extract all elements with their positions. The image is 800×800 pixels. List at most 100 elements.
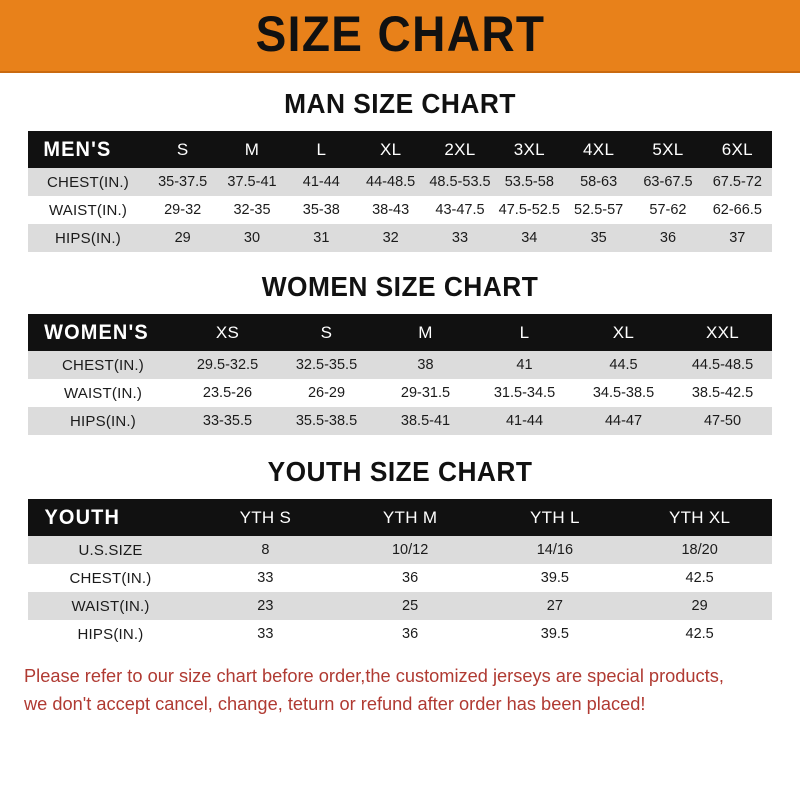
man-cell-0-1: 37.5-41 [227, 174, 277, 190]
section-title-women: WOMEN SIZE CHART [261, 271, 539, 302]
women-row-label-0: CHEST(IN.) [62, 356, 144, 374]
table-row: WAIST(IN.) 29-32 32-35 35-38 38-43 43-47… [28, 196, 772, 224]
youth-cell-1-3: 42.5 [685, 570, 714, 586]
man-cell-0-8: 67.5-72 [712, 174, 762, 190]
man-table-body: CHEST(IN.) 35-37.5 37.5-41 41-44 44-48.5… [28, 168, 772, 252]
youth-cell-2-0: 23 [257, 598, 274, 614]
women-size-chart-wrap: WOMEN'S XS S M L XL XXL CHEST(IN.) 29.5-… [28, 314, 772, 435]
youth-row-label-0: U.S.SIZE [78, 541, 143, 559]
youth-cell-1-1: 36 [402, 570, 419, 586]
youth-cell-2-2: 27 [546, 598, 563, 614]
women-header-row: WOMEN'S XS S M L XL XXL [28, 314, 772, 351]
man-cell-0-6: 58-63 [580, 174, 618, 190]
women-cell-2-0: 33-35.5 [202, 413, 253, 429]
table-row: HIPS(IN.) 33-35.5 35.5-38.5 38.5-41 41-4… [28, 407, 772, 435]
man-cell-2-2: 31 [313, 230, 330, 246]
section-title-youth: YOUTH SIZE CHART [267, 456, 533, 487]
women-size-header-0: XS [215, 322, 240, 342]
youth-cell-0-2: 14/16 [536, 542, 574, 558]
table-row: WAIST(IN.) 23 25 27 29 [28, 592, 772, 620]
man-cell-1-2: 35-38 [302, 202, 340, 218]
man-cell-1-3: 38-43 [372, 202, 410, 218]
man-cell-1-1: 32-35 [233, 202, 271, 218]
page-banner: SIZE CHART [0, 0, 800, 73]
women-size-header-2: M [418, 322, 433, 342]
women-cell-1-5: 38.5-42.5 [691, 385, 754, 401]
women-cell-0-0: 29.5-32.5 [196, 357, 259, 373]
man-table-head: MEN'S S M L XL 2XL 3XL 4XL 5XL 6XL [28, 131, 772, 168]
man-size-table: MEN'S S M L XL 2XL 3XL 4XL 5XL 6XL CHEST… [28, 131, 772, 252]
man-header-row: MEN'S S M L XL 2XL 3XL 4XL 5XL 6XL [28, 131, 772, 168]
women-cell-2-3: 41-44 [505, 413, 544, 429]
man-size-header-0: S [176, 139, 189, 159]
women-size-header-1: S [320, 322, 333, 342]
women-cell-1-3: 31.5-34.5 [493, 385, 556, 401]
youth-table-head: YOUTH YTH S YTH M YTH L YTH XL [28, 499, 772, 536]
man-size-header-8: 6XL [721, 139, 753, 159]
women-size-header-5: XXL [705, 322, 740, 342]
man-cell-2-0: 29 [174, 230, 191, 246]
youth-header-row: YOUTH YTH S YTH M YTH L YTH XL [28, 499, 772, 536]
youth-cell-1-2: 39.5 [540, 570, 569, 586]
youth-row-label-1: CHEST(IN.) [69, 569, 152, 587]
table-row: U.S.SIZE 8 10/12 14/16 18/20 [28, 536, 772, 564]
man-cell-1-6: 52.5-57 [574, 202, 624, 218]
man-cell-1-8: 62-66.5 [712, 202, 762, 218]
youth-size-chart-wrap: YOUTH YTH S YTH M YTH L YTH XL U.S.SIZE … [28, 499, 772, 648]
man-cell-2-1: 30 [243, 230, 261, 246]
youth-cell-2-1: 25 [402, 598, 419, 614]
youth-cell-3-2: 39.5 [540, 626, 569, 642]
youth-cell-3-0: 33 [257, 626, 274, 642]
notice-line-1: Please refer to our size chart before or… [24, 665, 724, 686]
man-cell-2-6: 35 [590, 230, 607, 246]
women-cell-2-2: 38.5-41 [400, 413, 451, 429]
man-cell-0-7: 63-67.5 [643, 174, 693, 190]
women-table-head: WOMEN'S XS S M L XL XXL [28, 314, 772, 351]
women-cell-0-5: 44.5-48.5 [691, 357, 754, 373]
man-cell-2-3: 32 [382, 230, 399, 246]
man-cell-2-8: 37 [729, 230, 746, 246]
man-cell-0-5: 53.5-58 [504, 174, 554, 190]
youth-cell-3-1: 36 [402, 626, 419, 642]
women-size-table: WOMEN'S XS S M L XL XXL CHEST(IN.) 29.5-… [28, 314, 772, 435]
man-corner-label: MEN'S [43, 137, 112, 161]
man-size-header-7: 5XL [652, 139, 684, 159]
women-cell-2-5: 47-50 [703, 413, 742, 429]
youth-row-label-2: WAIST(IN.) [71, 597, 150, 615]
order-policy-notice: Please refer to our size chart before or… [24, 648, 765, 718]
youth-cell-0-0: 8 [261, 542, 270, 558]
women-cell-1-4: 34.5-38.5 [592, 385, 655, 401]
notice-line-2: we don't accept cancel, change, teturn o… [24, 693, 646, 715]
table-row: CHEST(IN.) 29.5-32.5 32.5-35.5 38 41 44.… [28, 351, 772, 379]
women-cell-0-1: 32.5-35.5 [295, 357, 358, 373]
man-cell-0-3: 44-48.5 [366, 174, 416, 190]
man-row-label-1: WAIST(IN.) [48, 201, 128, 219]
man-cell-1-5: 47.5-52.5 [498, 202, 560, 218]
man-cell-2-4: 33 [451, 230, 469, 246]
youth-cell-0-1: 10/12 [391, 542, 429, 558]
youth-row-label-3: HIPS(IN.) [77, 625, 144, 643]
man-cell-0-0: 35-37.5 [158, 174, 208, 190]
man-size-chart-wrap: MEN'S S M L XL 2XL 3XL 4XL 5XL 6XL CHEST… [28, 131, 772, 252]
youth-cell-0-3: 18/20 [681, 542, 718, 558]
page-title: SIZE CHART [255, 6, 545, 62]
man-row-label-2: HIPS(IN.) [55, 229, 121, 247]
women-cell-0-4: 44.5 [609, 357, 638, 373]
man-size-header-3: XL [379, 139, 402, 159]
table-row: WAIST(IN.) 23.5-26 26-29 29-31.5 31.5-34… [28, 379, 772, 407]
man-cell-1-4: 43-47.5 [435, 202, 485, 218]
women-row-label-1: WAIST(IN.) [63, 384, 143, 402]
man-size-header-5: 3XL [513, 139, 545, 159]
youth-cell-3-3: 42.5 [685, 626, 714, 642]
women-table-body: CHEST(IN.) 29.5-32.5 32.5-35.5 38 41 44.… [28, 351, 772, 435]
youth-size-header-0: YTH S [239, 507, 292, 527]
women-cell-1-1: 26-29 [307, 385, 346, 401]
women-row-label-2: HIPS(IN.) [70, 412, 136, 430]
youth-size-header-2: YTH L [530, 507, 580, 527]
man-row-label-0: CHEST(IN.) [47, 173, 129, 191]
table-row: CHEST(IN.) 33 36 39.5 42.5 [28, 564, 772, 592]
women-cell-0-3: 41 [516, 357, 533, 373]
man-cell-0-4: 48.5-53.5 [429, 174, 491, 190]
table-row: HIPS(IN.) 33 36 39.5 42.5 [28, 620, 772, 648]
